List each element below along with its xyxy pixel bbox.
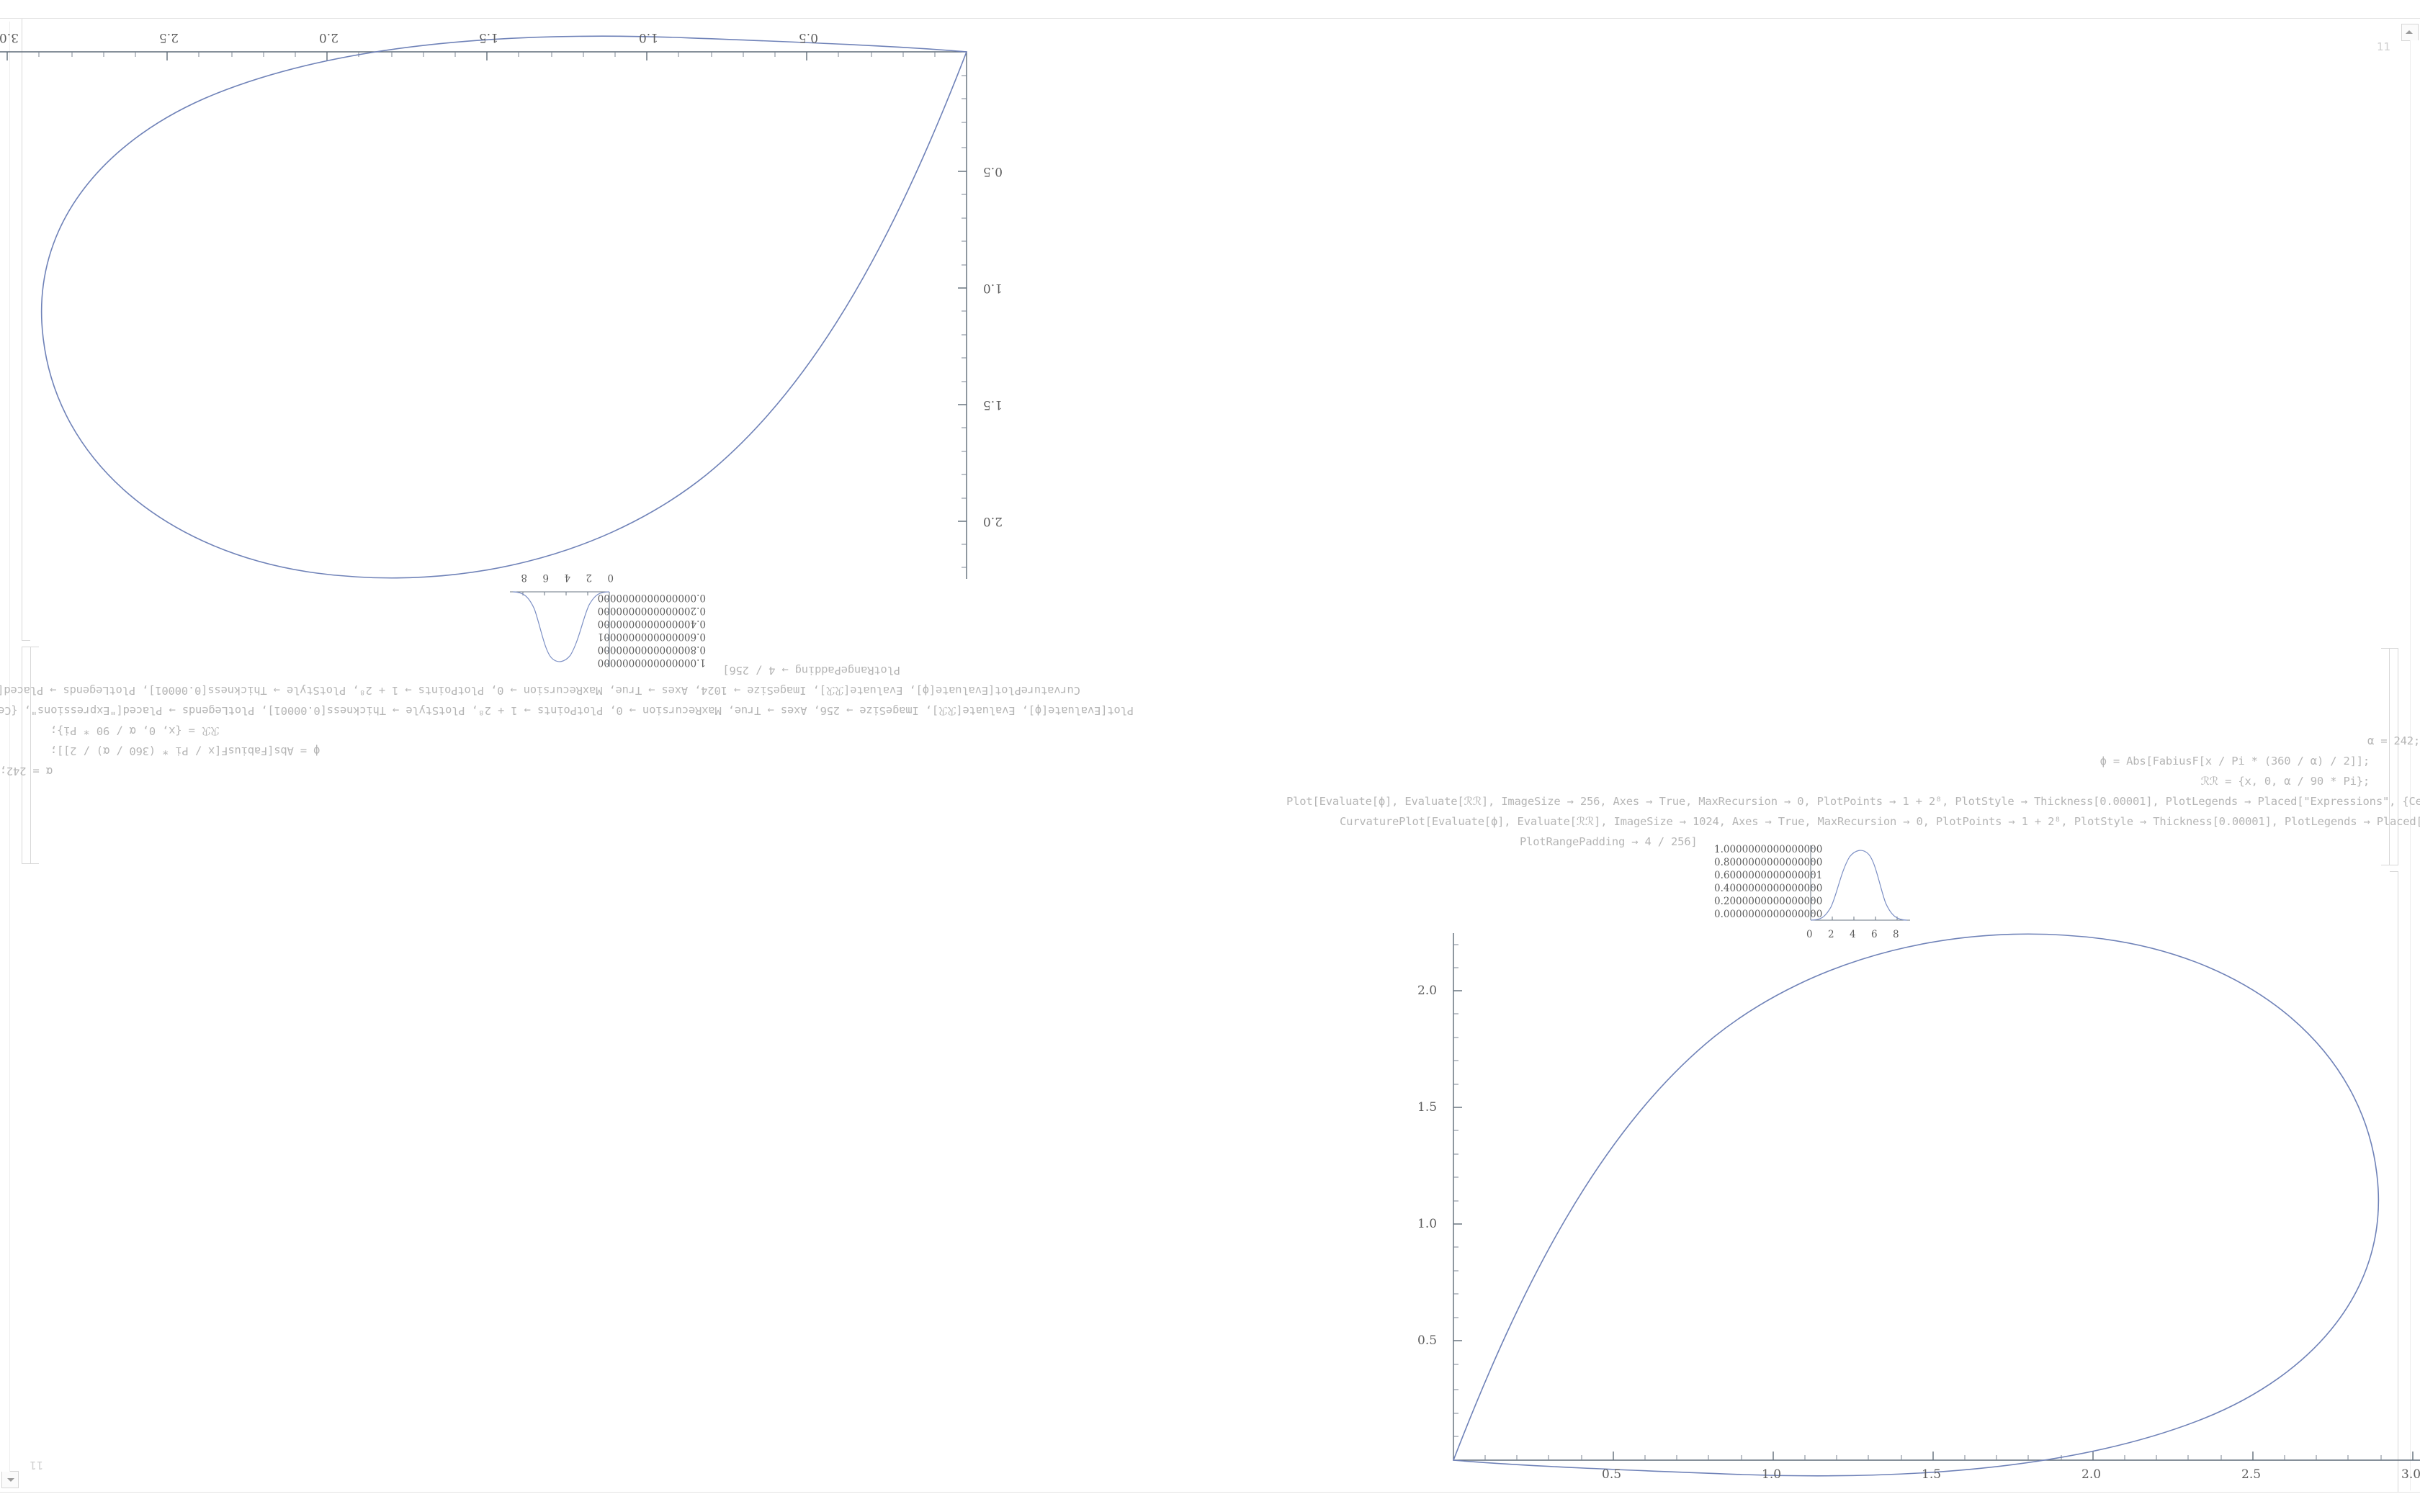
scroll-up-button-mirrored[interactable] xyxy=(1,1471,19,1488)
ytick-label-mirrored: 2.0 xyxy=(982,514,1003,528)
xtick-label: 2.5 xyxy=(2241,1467,2262,1482)
scroll-up-arrow-icon xyxy=(2406,30,2413,34)
cell-bracket-input[interactable] xyxy=(2390,648,2398,865)
ytick-label-mirrored: 0.5 xyxy=(982,164,1003,179)
xtick-label: 1.0 xyxy=(1762,1467,1782,1482)
ytick-label: 1.5 xyxy=(1417,1100,1438,1115)
xtick-label-mirrored: 3.0 xyxy=(0,30,19,45)
ytick-label: 0.2000000000000000 xyxy=(1714,896,1823,907)
ytick-label-mirrored: 1.0 xyxy=(982,281,1003,295)
ytick-label: 0.5 xyxy=(1417,1333,1438,1348)
cell-bracket-input-mirrored[interactable] xyxy=(22,647,30,864)
scroll-up-button[interactable] xyxy=(2401,24,2419,41)
ytick-label: 2.0 xyxy=(1417,984,1438,998)
scroll-up-arrow-icon-mirrored xyxy=(7,1478,14,1482)
fabius-thumbnail-curve xyxy=(1810,845,1910,921)
bottom-divider xyxy=(0,1492,2420,1493)
vertical-scrollbar[interactable] xyxy=(2410,40,2420,1490)
bottom-status-bar xyxy=(0,1492,2420,1512)
xtick-label-mirrored: 2.0 xyxy=(318,30,339,45)
xtick-label: 2 xyxy=(1828,929,1834,940)
ytick-label-mirrored: 1.5 xyxy=(982,397,1003,412)
ytick-label-mirrored: 0.2000000000000000 xyxy=(597,605,706,616)
xtick-label: 0.5 xyxy=(1602,1467,1622,1482)
ytick-label-mirrored: 0.4000000000000000 xyxy=(597,618,706,629)
xtick-label: 8 xyxy=(1893,929,1899,940)
xtick-label-mirrored: 0.5 xyxy=(798,30,818,45)
code-line-phi-mirrored[interactable]: ϕ = Abs[FabiusF[x / Pi * (360 / α) / 2]]… xyxy=(50,744,321,757)
xtick-label-mirrored: 1.0 xyxy=(638,30,658,45)
code-line-plotrangepadding-mirrored[interactable]: PlotRangePadding → 4 / 256] xyxy=(722,664,900,677)
fabius-thumbnail-plot-mirrored: 1.0000000000000000 0.8000000000000000 0.… xyxy=(510,572,706,668)
ytick-label: 0.8000000000000000 xyxy=(1714,857,1823,868)
curvature-plot-main-mirrored: 0.5 1.0 1.5 2.0 0.5 1.0 1.5 2.0 2.5 3.0 xyxy=(0,22,1008,598)
fabius-thumbnail-plot: 1.0000000000000000 0.8000000000000000 0.… xyxy=(1714,844,1910,940)
code-line-plot-mirrored[interactable]: Plot[Evaluate[ϕ], Evaluate[ℛℛ], ImageSiz… xyxy=(0,704,1134,717)
xtick-label: 1.5 xyxy=(1922,1467,1942,1482)
top-toolbar xyxy=(0,0,2420,19)
cell-bracket-group[interactable] xyxy=(2381,648,2390,865)
top-divider xyxy=(0,18,2420,19)
cell-bracket-group-mirrored[interactable] xyxy=(30,647,39,864)
code-line-alpha-mirrored[interactable]: α = 242; xyxy=(0,765,53,778)
xtick-label: 0 xyxy=(1806,929,1813,940)
xtick-label: 6 xyxy=(1871,929,1878,940)
code-line-range-mirrored[interactable]: ℛℛ = {x, 0, α / 90 * Pi}; xyxy=(50,724,220,737)
page-number-mirrored: 11 xyxy=(29,1459,43,1472)
code-line-range[interactable]: ℛℛ = {x, 0, α / 90 * Pi}; xyxy=(2200,775,2370,788)
curvature-plot-canvas-mirrored xyxy=(0,35,968,579)
ytick-label: 1.0000000000000000 xyxy=(1714,844,1823,855)
curvature-plot-canvas xyxy=(1452,933,2420,1477)
xtick-label: 4 xyxy=(1850,929,1856,940)
code-line-plotrangepadding[interactable]: PlotRangePadding → 4 / 256] xyxy=(1520,835,1698,848)
ytick-label: 0.6000000000000001 xyxy=(1714,870,1823,881)
ytick-label: 0.4000000000000000 xyxy=(1714,883,1823,894)
code-line-alpha[interactable]: α = 242; xyxy=(2367,734,2420,747)
code-line-phi[interactable]: ϕ = Abs[FabiusF[x / Pi * (360 / α) / 2]]… xyxy=(2099,755,2370,768)
ytick-label: 0.0000000000000000 xyxy=(1714,909,1823,920)
page-number: 11 xyxy=(2377,40,2391,53)
xtick-label: 2.0 xyxy=(2081,1467,2102,1482)
ytick-label-mirrored: 0.8000000000000000 xyxy=(597,644,706,655)
ytick-label: 1.0 xyxy=(1417,1217,1438,1231)
xtick-label: 3.0 xyxy=(2401,1467,2420,1482)
fabius-thumbnail-curve-mirrored xyxy=(510,591,610,667)
xtick-label-mirrored: 2.5 xyxy=(158,30,179,45)
code-line-plot[interactable]: Plot[Evaluate[ϕ], Evaluate[ℛℛ], ImageSiz… xyxy=(1286,795,2420,808)
code-line-curvatureplot[interactable]: CurvaturePlot[Evaluate[ϕ], Evaluate[ℛℛ],… xyxy=(1340,815,2420,828)
code-line-curvatureplot-mirrored[interactable]: CurvaturePlot[Evaluate[ϕ], Evaluate[ℛℛ],… xyxy=(0,684,1080,697)
xtick-label-mirrored: 1.5 xyxy=(478,30,498,45)
curvature-plot-main: 0.5 1.0 1.5 2.0 0.5 1.0 1.5 2.0 2.5 3.0 xyxy=(1412,914,2420,1490)
ytick-label-mirrored: 0.6000000000000001 xyxy=(597,631,706,642)
ytick-label-mirrored: 1.0000000000000000 xyxy=(597,657,706,668)
